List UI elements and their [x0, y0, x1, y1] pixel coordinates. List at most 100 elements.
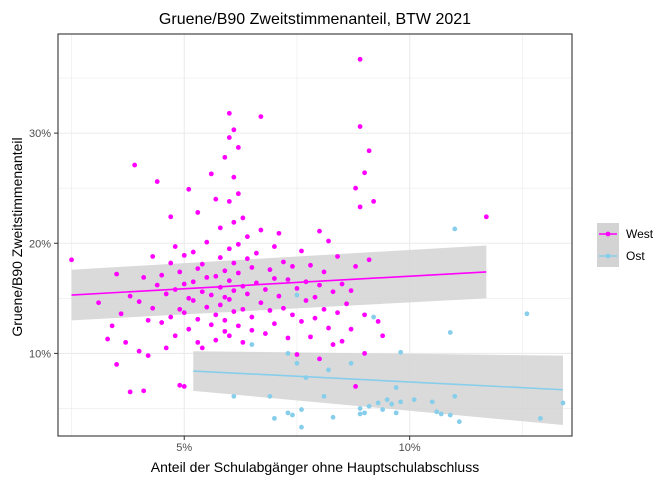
data-point-ost: [231, 393, 237, 399]
data-point-west: [186, 186, 192, 192]
data-point-west: [353, 185, 358, 191]
data-point-west: [344, 301, 349, 307]
data-point-west: [168, 260, 174, 266]
data-point-west: [145, 317, 151, 323]
data-point-west: [335, 254, 340, 259]
data-point-west: [190, 298, 196, 303]
data-point-ost: [398, 399, 404, 405]
data-point-west: [357, 56, 363, 62]
data-point-west: [290, 312, 295, 318]
panel-border: [57, 33, 573, 437]
data-point-west: [213, 273, 219, 279]
data-point-ost: [362, 410, 367, 416]
data-point-west: [235, 145, 241, 150]
data-point-west: [321, 269, 327, 275]
data-point-west: [317, 282, 322, 288]
data-point-west: [190, 279, 196, 285]
data-point-west: [285, 335, 291, 341]
data-point-ost: [560, 400, 566, 406]
data-point-west: [222, 154, 228, 160]
data-point-west: [258, 227, 264, 233]
regression-line-ost: [193, 370, 564, 391]
data-point-west: [208, 322, 214, 328]
data-point-west: [294, 286, 300, 291]
data-point-west: [226, 297, 232, 302]
data-point-west: [353, 263, 358, 269]
data-point-west: [308, 262, 313, 268]
data-point-west: [285, 277, 291, 283]
data-point-west: [199, 345, 205, 351]
data-point-ost: [393, 385, 399, 390]
data-point-west: [231, 309, 237, 314]
data-point-west: [249, 314, 255, 320]
data-point-west: [154, 179, 160, 184]
data-point-west: [226, 246, 232, 252]
data-point-west: [272, 244, 277, 249]
x-tick-label: 10%: [399, 442, 421, 454]
data-point-west: [235, 241, 241, 247]
data-point-west: [339, 338, 345, 344]
x-axis-title: Anteil der Schulabgänger ohne Hauptschul…: [151, 459, 479, 475]
data-point-west: [226, 135, 232, 140]
data-point-ost: [294, 292, 300, 298]
data-point-west: [348, 288, 354, 294]
data-point-west: [299, 319, 304, 324]
data-point-west: [317, 228, 322, 234]
data-point-west: [186, 326, 192, 332]
data-point-west: [204, 304, 210, 310]
data-point-west: [299, 248, 304, 254]
data-point-west: [195, 339, 201, 345]
data-point-ost: [393, 410, 399, 416]
data-point-west: [335, 310, 340, 316]
data-point-west: [181, 281, 187, 287]
data-point-west: [154, 282, 160, 288]
data-point-west: [213, 196, 219, 202]
data-point-west: [136, 348, 142, 354]
data-point-west: [114, 362, 120, 367]
data-point-west: [362, 312, 367, 318]
data-point-west: [290, 263, 295, 269]
data-point-west: [231, 174, 237, 180]
data-point-west: [326, 238, 331, 244]
data-point-west: [294, 352, 300, 357]
data-point-west: [123, 339, 129, 345]
data-point-west: [362, 350, 367, 356]
data-point-ost: [330, 414, 336, 420]
data-point-west: [181, 310, 187, 316]
data-point-west: [199, 289, 205, 295]
data-point-west: [118, 311, 124, 317]
data-point-west: [267, 308, 273, 313]
data-point-west: [213, 337, 219, 343]
data-point-west: [312, 315, 318, 321]
data-point-west: [217, 225, 223, 231]
data-point-west: [330, 289, 336, 295]
data-point-ost: [294, 360, 300, 366]
data-point-ost: [380, 407, 386, 412]
data-point-west: [353, 384, 358, 389]
chart-title: Gruene/B90 Zweitstimmenanteil, BTW 2021: [159, 11, 471, 28]
data-point-ost: [272, 415, 277, 421]
data-point-west: [226, 278, 232, 284]
data-point-west: [222, 294, 228, 300]
data-point-west: [213, 312, 219, 318]
data-point-west: [303, 298, 309, 303]
data-point-west: [204, 239, 210, 245]
data-point-ost: [366, 403, 372, 409]
y-tick-label: 20%: [29, 238, 51, 250]
data-point-west: [263, 331, 268, 336]
data-point-west: [258, 300, 264, 306]
data-point-west: [168, 214, 174, 220]
data-point-west: [168, 314, 174, 320]
data-point-west: [249, 327, 255, 333]
data-point-ost: [452, 226, 458, 232]
data-point-west: [253, 250, 259, 256]
data-point-west: [150, 254, 156, 259]
data-point-west: [150, 305, 156, 311]
plot-panel: [57, 33, 573, 437]
data-point-ost: [434, 409, 440, 415]
data-point-west: [380, 333, 386, 339]
data-point-ost: [267, 393, 273, 399]
data-point-ost: [321, 393, 327, 399]
data-point-west: [308, 334, 313, 340]
